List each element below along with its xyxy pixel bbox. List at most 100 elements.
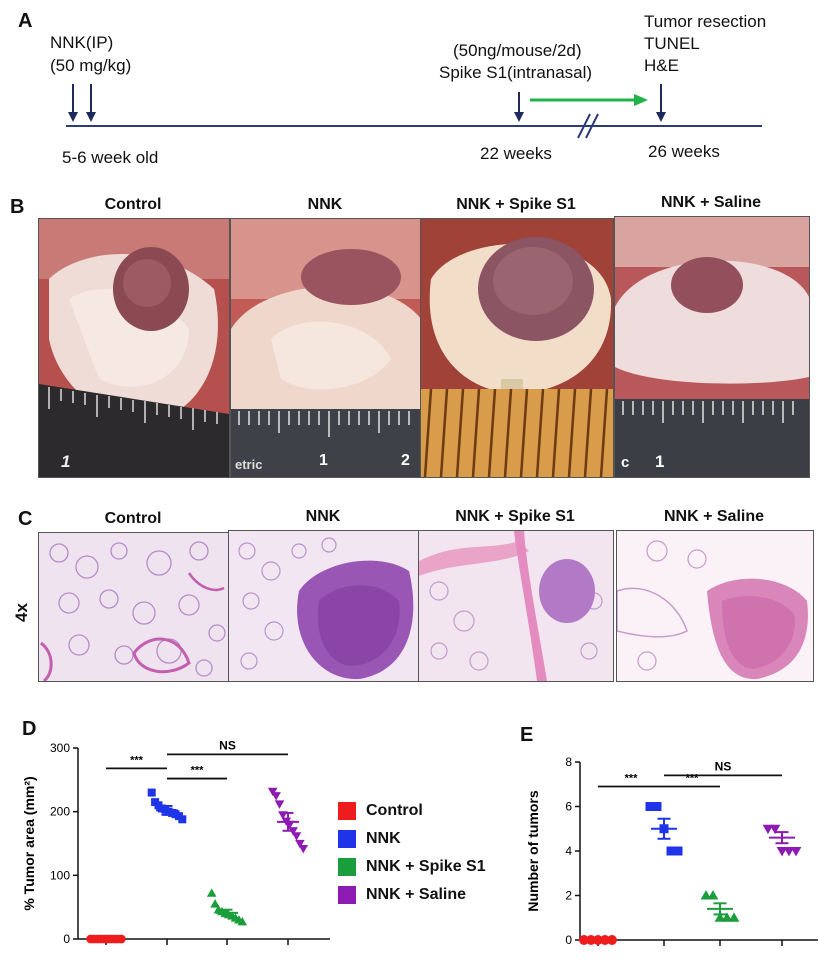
legend-swatch — [338, 802, 356, 820]
data-point — [769, 824, 781, 835]
significance-label: *** — [625, 772, 639, 784]
data-point — [607, 935, 617, 945]
panel-letter-c: C — [18, 508, 33, 530]
significance-label: *** — [686, 772, 700, 784]
nnk-label: NNK(IP) — [50, 33, 114, 52]
y-tick-label: 300 — [50, 741, 70, 755]
histo-image-control — [38, 532, 230, 682]
significance-label: NS — [219, 738, 236, 752]
gross-photo-spike — [420, 218, 614, 478]
mid-label: 22 weeks — [480, 144, 552, 163]
data-point — [721, 912, 733, 922]
panel-letter-d: D — [22, 718, 37, 740]
data-point — [666, 846, 676, 856]
data-point — [579, 935, 589, 945]
data-point — [728, 912, 740, 922]
histo-label-nnk: NNK — [305, 508, 341, 525]
photo-label-nnk: NNK — [307, 196, 343, 213]
panel-letter-a: A — [18, 10, 33, 32]
panel-letter-e: E — [520, 724, 534, 746]
y-tick-label: 8 — [565, 755, 572, 769]
data-point — [178, 815, 187, 824]
down-arrow-icon — [68, 84, 78, 122]
spike-dose: (50ng/mouse/2d) — [453, 41, 582, 60]
photo-label-control: Control — [104, 196, 162, 213]
svg-text:etric: etric — [235, 457, 262, 472]
data-point — [652, 802, 662, 811]
legend-item-saline: NNK + Saline — [338, 881, 486, 909]
down-arrow-icon — [656, 84, 666, 122]
legend-label: Control — [366, 802, 423, 819]
data-point — [295, 839, 305, 849]
photo-label-spike: NNK + Spike S1 — [456, 196, 576, 213]
panel-letter-b: B — [10, 196, 25, 218]
legend: Control NNK NNK + Spike S1 NNK + Saline — [338, 797, 486, 909]
nnk-dose: (50 mg/kg) — [50, 56, 132, 75]
y-tick-label: 0 — [63, 932, 70, 946]
gross-photo-saline: c 1 — [614, 216, 810, 478]
down-arrow-icon — [514, 92, 524, 122]
data-point — [783, 846, 795, 857]
significance-label: *** — [191, 765, 205, 777]
endpoint-2: TUNEL — [644, 34, 700, 53]
legend-label: NNK + Spike S1 — [366, 858, 486, 875]
svg-text:c: c — [621, 454, 629, 471]
down-arrow-icon — [86, 84, 96, 122]
histo-image-nnk — [228, 530, 420, 682]
y-tick-label: 2 — [565, 889, 572, 903]
data-point — [206, 888, 217, 897]
endpoint-1: Tumor resection — [644, 12, 767, 31]
y-axis-label: % Tumor area (mm²) — [21, 776, 37, 910]
chart-e: 0 2 4 6 8 Number of tumors *** *** NS — [525, 755, 818, 947]
data-point — [700, 890, 712, 900]
data-point — [790, 846, 802, 857]
histo-label-saline: NNK + Saline — [663, 508, 765, 525]
data-point — [645, 802, 655, 811]
legend-swatch — [338, 858, 356, 876]
y-tick-label: 4 — [565, 844, 572, 858]
endpoint-3: H&E — [644, 56, 679, 75]
data-point — [271, 792, 281, 801]
gross-photo-nnk: etric 1 2 — [230, 218, 422, 478]
legend-item-spike: NNK + Spike S1 — [338, 853, 486, 881]
data-point — [267, 787, 278, 797]
start-label: 5-6 week old — [62, 148, 159, 167]
timeline-graphic — [66, 84, 762, 139]
legend-item-nnk: NNK — [338, 825, 486, 853]
data-point — [776, 846, 788, 857]
histo-label-control: Control — [104, 510, 162, 527]
y-axis-label: Number of tumors — [525, 790, 541, 912]
data-point — [762, 824, 774, 835]
legend-label: NNK + Saline — [366, 886, 467, 903]
data-point — [147, 788, 156, 797]
data-point — [274, 800, 285, 809]
timeline-break-2 — [585, 113, 599, 139]
legend-swatch — [338, 830, 356, 848]
histo-label-spike: NNK + Spike S1 — [455, 508, 575, 525]
legend-swatch — [338, 886, 356, 904]
y-tick-label: 0 — [565, 933, 572, 947]
end-label: 26 weeks — [648, 142, 720, 161]
data-point — [298, 844, 309, 854]
y-tick-label: 200 — [50, 805, 70, 819]
y-tick-label: 6 — [565, 800, 572, 814]
magnification-label: 4x — [12, 603, 31, 622]
spike-label: Spike S1(intranasal) — [439, 63, 593, 82]
legend-item-control: Control — [338, 797, 486, 825]
data-point — [210, 899, 220, 908]
data-point — [237, 917, 248, 926]
histo-image-spike — [418, 530, 614, 682]
photo-label-saline: NNK + Saline — [660, 194, 762, 211]
y-tick-label: 100 — [50, 868, 70, 882]
svg-text:1: 1 — [655, 452, 664, 471]
svg-text:2: 2 — [401, 452, 410, 469]
legend-label: NNK — [366, 830, 401, 847]
data-point — [291, 832, 302, 841]
ruler-number: 1 — [61, 452, 70, 471]
significance-label: *** — [130, 754, 144, 766]
gross-photo-control: 1 — [38, 218, 230, 478]
svg-text:1: 1 — [319, 452, 328, 469]
chart-d: 0 100 200 300 % Tumor area (mm²) *** *** NS — [21, 738, 330, 946]
treatment-arrow-icon — [530, 94, 648, 106]
data-point — [116, 934, 126, 944]
